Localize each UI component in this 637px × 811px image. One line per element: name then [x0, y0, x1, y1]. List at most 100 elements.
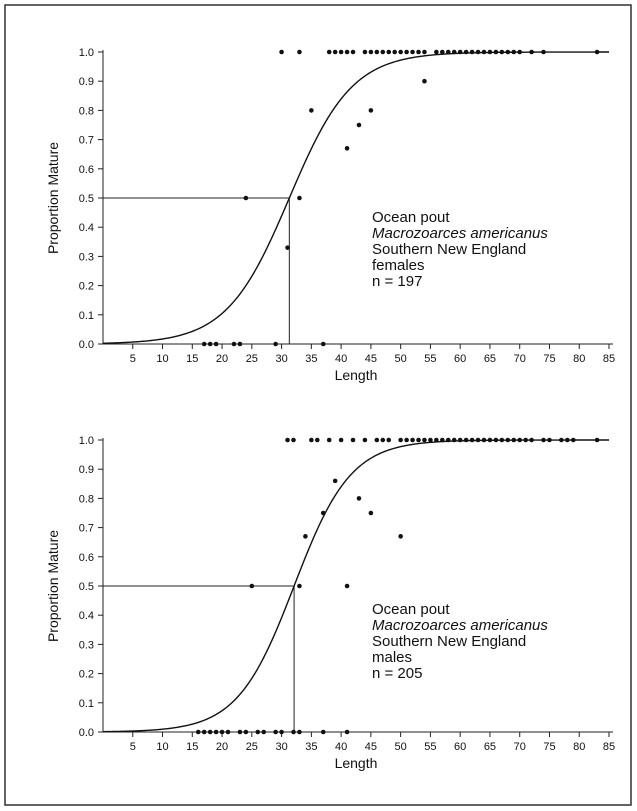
data-point — [279, 729, 284, 735]
data-point — [297, 583, 302, 589]
data-point — [350, 437, 356, 443]
x-tick-label: 70 — [514, 353, 526, 365]
data-point — [279, 49, 284, 55]
data-point — [570, 437, 576, 443]
x-tick-label: 60 — [454, 741, 466, 753]
data-point — [487, 437, 493, 443]
data-point — [297, 729, 302, 735]
data-point — [410, 437, 415, 443]
data-point — [255, 729, 261, 735]
data-point — [451, 437, 457, 443]
data-point — [213, 341, 219, 347]
data-point — [565, 437, 570, 443]
y-tick-label: 0.4 — [79, 610, 94, 622]
x-tick-label: 50 — [395, 353, 407, 365]
data-point — [297, 195, 302, 201]
data-point — [320, 510, 326, 516]
data-point — [219, 729, 225, 735]
data-point — [493, 437, 499, 443]
y-tick-label: 0.7 — [79, 523, 94, 535]
data-point — [362, 437, 368, 443]
legend-line: Ocean pout — [372, 209, 450, 226]
y-tick-label: 0.6 — [79, 164, 94, 176]
y-tick-label: 0.2 — [79, 669, 94, 681]
x-tick-label: 75 — [543, 353, 555, 365]
data-point — [481, 49, 487, 55]
y-tick-label: 0.5 — [79, 581, 94, 593]
figure-frame — [4, 4, 632, 806]
data-point — [523, 437, 528, 443]
y-tick-label: 1.0 — [79, 435, 94, 447]
x-axis-label: Length — [335, 755, 378, 771]
x-tick-label: 85 — [603, 353, 615, 365]
data-point — [273, 341, 278, 347]
data-point — [463, 49, 469, 55]
data-point — [487, 49, 493, 55]
data-point — [297, 49, 302, 55]
data-point — [344, 49, 350, 55]
data-point — [481, 437, 487, 443]
y-tick-label: 0.8 — [79, 493, 94, 505]
data-point — [434, 49, 439, 55]
data-point — [445, 49, 451, 55]
data-point — [517, 437, 523, 443]
x-tick-label: 5 — [130, 353, 136, 365]
data-point — [344, 729, 350, 735]
data-point — [386, 49, 392, 55]
y-axis-label: Proportion Mature — [45, 142, 61, 254]
data-point — [368, 49, 374, 55]
x-tick-label: 25 — [246, 741, 258, 753]
data-point — [398, 534, 403, 539]
y-tick-label: 0.2 — [79, 281, 94, 293]
data-point — [338, 49, 344, 55]
data-point — [207, 341, 213, 347]
data-point — [237, 729, 243, 735]
data-point — [469, 49, 475, 55]
data-point — [261, 729, 267, 735]
y-tick-label: 0.9 — [79, 464, 94, 476]
y-tick-label: 0.6 — [79, 552, 94, 564]
x-tick-label: 85 — [603, 741, 615, 753]
data-point — [237, 341, 243, 347]
data-point — [243, 729, 249, 735]
x-tick-label: 20 — [216, 741, 228, 753]
legend-line: Macrozoarces americanus — [372, 225, 548, 242]
data-point — [332, 478, 338, 484]
y-tick-label: 0.3 — [79, 251, 94, 263]
data-point — [410, 49, 415, 55]
data-point — [434, 437, 439, 443]
data-point — [517, 49, 523, 55]
data-point — [463, 437, 469, 443]
data-point — [273, 729, 278, 735]
data-point — [362, 49, 368, 55]
data-point — [440, 437, 445, 443]
y-tick-label: 0.0 — [79, 727, 94, 739]
data-point — [326, 437, 332, 443]
data-point — [445, 437, 451, 443]
y-axis-label: Proportion Mature — [45, 530, 61, 642]
data-point — [416, 437, 421, 443]
data-point — [559, 437, 564, 443]
data-point — [398, 49, 403, 55]
data-point — [422, 437, 427, 443]
x-tick-label: 55 — [424, 353, 436, 365]
logistic-curve — [102, 51, 609, 344]
x-tick-label: 25 — [246, 353, 258, 365]
y-tick-label: 0.1 — [79, 698, 94, 710]
data-point — [398, 437, 403, 443]
data-point — [326, 49, 332, 55]
legend-line: females — [372, 257, 425, 274]
data-point — [338, 437, 344, 443]
chart-panel-females: 0.0 0.1 0.2 0.3 0.4 0.5 0.6 0.7 0.8 0.9 1.0 5 10 15 20… — [45, 47, 615, 383]
data-point — [428, 437, 433, 443]
x-tick-label: 35 — [305, 741, 317, 753]
x-tick-label: 20 — [216, 353, 228, 365]
data-point — [499, 437, 505, 443]
y-tick-label: 0.8 — [79, 105, 94, 117]
data-point — [332, 49, 338, 55]
y-tick-label: 0.4 — [79, 222, 94, 234]
data-point — [368, 510, 374, 516]
data-point — [344, 583, 350, 589]
legend-line: Southern New England — [372, 241, 526, 258]
